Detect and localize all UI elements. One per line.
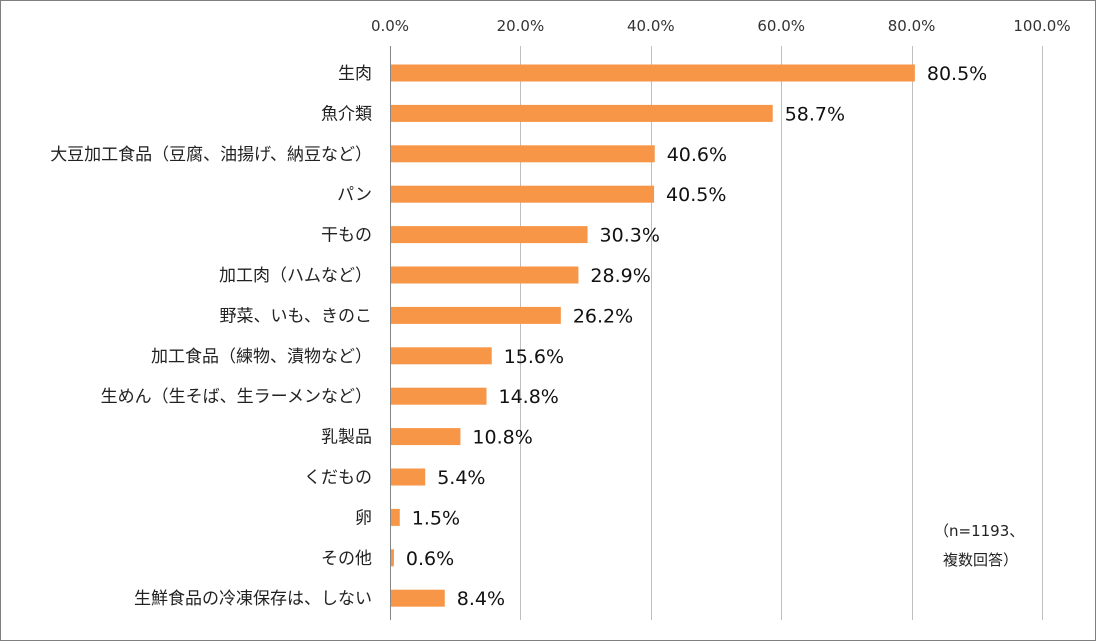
data-label: 26.2% xyxy=(573,305,633,327)
sample-note-line-1: （n=1193、 xyxy=(934,522,1024,540)
data-label: 80.5% xyxy=(927,63,987,85)
data-label: 1.5% xyxy=(412,507,460,529)
category-label: 野菜、いも、きのこ xyxy=(220,306,373,326)
data-label: 30.3% xyxy=(600,225,660,247)
bar xyxy=(391,145,655,163)
category-label: くだもの xyxy=(304,468,372,488)
category-label: 生めん（生そば、生ラーメンなど） xyxy=(101,387,372,407)
data-label: 28.9% xyxy=(590,265,650,287)
bar xyxy=(391,549,394,567)
bar xyxy=(391,226,588,244)
bar xyxy=(391,185,655,203)
category-label: 加工肉（ハムなど） xyxy=(219,266,372,286)
data-label: 40.5% xyxy=(666,184,726,206)
gridlines xyxy=(390,46,1043,620)
x-tick-label: 60.0% xyxy=(757,17,805,35)
category-label: 大豆加工食品（豆腐、油揚げ、納豆など） xyxy=(50,145,372,165)
bar xyxy=(391,387,487,405)
category-label: 魚介類 xyxy=(321,104,372,124)
data-label: 40.6% xyxy=(667,144,727,166)
category-label: 生肉 xyxy=(338,64,372,84)
x-axis-ticks: 0.0% 20.0% 40.0% 60.0% 80.0% 100.0% xyxy=(371,17,1071,35)
sample-note-line-2: 複数回答） xyxy=(943,551,1018,569)
bar xyxy=(391,589,445,607)
bar xyxy=(391,306,561,324)
x-tick-label: 0.0% xyxy=(371,17,409,35)
category-label: 加工食品（練物、漬物など） xyxy=(151,347,372,367)
bar xyxy=(391,64,915,82)
data-labels: 80.5% 58.7% 40.6% 40.5% 30.3% 28.9% 26.2% 15.6%… xyxy=(406,63,987,610)
category-label: 卵 xyxy=(355,508,372,528)
x-tick-label: 20.0% xyxy=(497,17,545,35)
x-tick-label: 80.0% xyxy=(888,17,936,35)
data-label: 15.6% xyxy=(504,346,564,368)
bar xyxy=(391,468,426,486)
category-label: 生鮮食品の冷凍保存は、しない xyxy=(134,589,372,609)
bar xyxy=(391,104,773,122)
bar xyxy=(391,266,579,284)
bar xyxy=(391,508,400,526)
data-label: 0.6% xyxy=(406,548,454,570)
category-label: その他 xyxy=(321,549,372,569)
bars xyxy=(391,64,915,607)
data-label: 5.4% xyxy=(437,467,485,489)
category-label: 乳製品 xyxy=(321,428,372,448)
bar xyxy=(391,428,461,446)
data-label: 14.8% xyxy=(498,386,558,408)
x-tick-label: 40.0% xyxy=(627,17,675,35)
x-tick-label: 100.0% xyxy=(1013,17,1070,35)
bar xyxy=(391,347,492,365)
data-label: 58.7% xyxy=(785,103,845,125)
data-label: 10.8% xyxy=(472,427,532,449)
category-label: パン xyxy=(337,185,372,205)
data-label: 8.4% xyxy=(457,588,505,610)
category-label: 干もの xyxy=(321,226,372,246)
